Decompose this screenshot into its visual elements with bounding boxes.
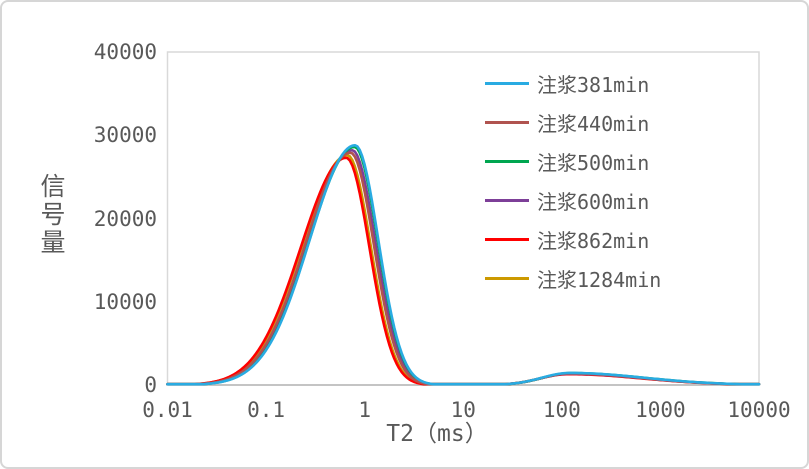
legend-line-swatch bbox=[485, 199, 529, 202]
x-tick-label: 10 bbox=[450, 398, 476, 422]
y-tick-label: 20000 bbox=[93, 206, 157, 231]
legend-label: 注浆500min bbox=[537, 151, 650, 175]
x-tick-label: 0.1 bbox=[247, 398, 286, 422]
legend-item: 注浆600min bbox=[485, 189, 661, 214]
legend-line-swatch bbox=[485, 277, 529, 280]
series-line bbox=[166, 145, 761, 386]
legend-label: 注浆381min bbox=[537, 73, 650, 97]
x-tick-label: 10000 bbox=[727, 398, 791, 422]
legend-item: 注浆381min bbox=[485, 72, 661, 97]
x-tick-label: 100 bbox=[542, 398, 581, 422]
y-tick-label: 40000 bbox=[93, 40, 157, 64]
series-line bbox=[166, 143, 761, 386]
legend-item: 注浆500min bbox=[485, 150, 661, 175]
legend-line-swatch bbox=[485, 82, 529, 85]
x-tick-label: 0.01 bbox=[142, 398, 193, 422]
legend-line-swatch bbox=[485, 121, 529, 124]
legend-item: 注浆1284min bbox=[485, 267, 662, 292]
x-tick-label: 1 bbox=[358, 398, 371, 422]
legend: 注浆381min 注浆440min 注浆500min 注浆600min 注浆862min… bbox=[485, 72, 662, 292]
plot-border bbox=[166, 51, 760, 386]
y-tick-label: 30000 bbox=[93, 123, 157, 148]
legend-label: 注浆600min bbox=[537, 190, 650, 214]
legend-line-swatch bbox=[485, 160, 529, 163]
legend-item: 注浆862min bbox=[485, 228, 661, 253]
legend-label: 注浆1284min bbox=[537, 268, 662, 292]
legend-line-swatch bbox=[485, 238, 529, 241]
y-axis-title: 信号量 bbox=[37, 173, 66, 257]
series-line bbox=[166, 148, 761, 386]
series-line bbox=[166, 151, 761, 386]
series-lines bbox=[166, 143, 761, 386]
x-axis-title: T2（ms） bbox=[386, 421, 488, 447]
legend-label: 注浆440min bbox=[537, 112, 650, 136]
legend-item: 注浆440min bbox=[485, 111, 661, 136]
y-tick-label: 10000 bbox=[93, 289, 157, 314]
legend-label: 注浆862min bbox=[537, 229, 650, 253]
y-tick-label: 0 bbox=[144, 373, 157, 397]
series-line bbox=[166, 153, 761, 386]
x-tick-label: 1000 bbox=[635, 398, 686, 422]
series-line bbox=[166, 156, 761, 386]
